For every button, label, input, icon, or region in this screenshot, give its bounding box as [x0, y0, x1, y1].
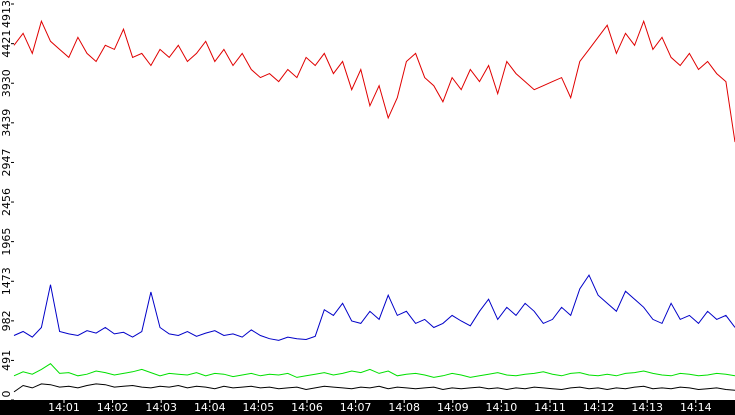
- y-tick-label: 3439: [0, 109, 13, 137]
- x-tick-label: 14:11: [534, 401, 566, 414]
- y-tick-label: 4421: [0, 30, 13, 58]
- x-tick-label: 14:02: [97, 401, 129, 414]
- x-tick-label: 14:10: [486, 401, 518, 414]
- series-line: [13, 363, 735, 378]
- x-tick-label: 14:03: [145, 401, 177, 414]
- x-tick-label: 14:13: [631, 401, 663, 414]
- y-tick-label: 1965: [0, 228, 13, 256]
- x-tick-label: 14:07: [340, 401, 372, 414]
- series-line: [13, 274, 735, 341]
- y-tick-label: 491: [0, 350, 13, 371]
- x-tick-label: 14:14: [680, 401, 712, 414]
- x-tick-label: 14:06: [291, 401, 323, 414]
- x-tick-label: 14:04: [194, 401, 226, 414]
- series-line: [13, 383, 735, 393]
- x-tick-label: 14:08: [388, 401, 420, 414]
- x-tick-label: 14:12: [583, 401, 615, 414]
- x-tick-label: 14:01: [48, 401, 80, 414]
- y-tick-label: 2456: [0, 188, 13, 216]
- y-tick-label: 3930: [0, 69, 13, 97]
- y-tick-label: 1473: [0, 267, 13, 295]
- y-tick-label: 0: [0, 391, 13, 398]
- y-tick-label: 2947: [0, 148, 13, 176]
- series-line: [13, 19, 735, 143]
- x-axis-bar: [0, 400, 735, 415]
- x-tick-label: 14:05: [243, 401, 275, 414]
- x-tick-label: 14:09: [437, 401, 469, 414]
- y-tick-label: 982: [0, 310, 13, 331]
- y-tick-label: 4913: [0, 0, 13, 28]
